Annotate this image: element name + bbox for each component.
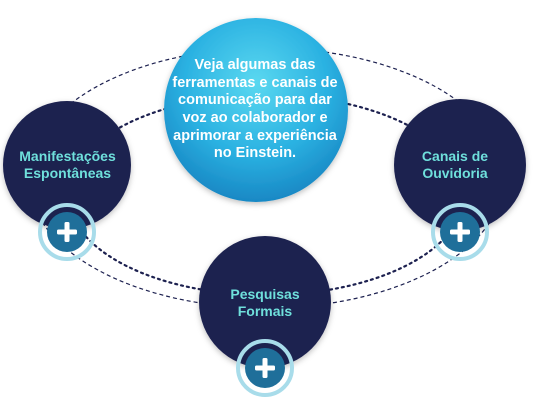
center-description: Veja algumas das ferramentas e canais de… [172, 56, 338, 162]
plus-icon[interactable] [431, 203, 489, 261]
node-manifestacoes[interactable] [3, 101, 131, 261]
node-ouvidoria[interactable] [394, 99, 526, 261]
node-pesquisas[interactable] [199, 236, 331, 397]
node-label-manifestacoes: Manifestações Espontâneas [19, 147, 116, 181]
plus-icon[interactable] [38, 203, 96, 261]
center-circle [164, 18, 348, 202]
node-label-ouvidoria: Canais de Ouvidoria [421, 147, 489, 181]
plus-icon[interactable] [236, 339, 294, 397]
node-label-pesquisas: Pesquisas Formais [230, 285, 300, 319]
